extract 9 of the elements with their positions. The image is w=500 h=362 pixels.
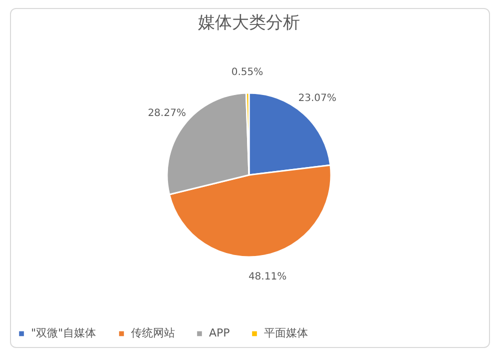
data-label: 48.11% [248, 271, 287, 282]
chart-title: 媒体大类分析 [198, 13, 300, 33]
data-label: 23.07% [298, 92, 336, 104]
data-label: 0.55% [231, 67, 264, 78]
legend-label: "双微"自媒体 [31, 326, 96, 340]
legend-label: 平面媒体 [264, 326, 308, 340]
data-label: 28.27% [148, 108, 186, 119]
legend-label: 传统网站 [131, 326, 175, 340]
legend-label: APP [209, 326, 230, 340]
